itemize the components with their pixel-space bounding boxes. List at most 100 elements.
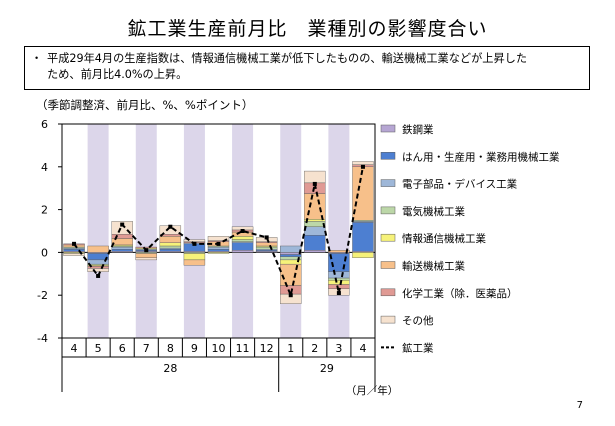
shaded-band-5 [87,124,109,338]
year-label: 29 [320,362,334,375]
legend-swatch [380,233,396,242]
bar-segment [87,245,109,253]
bar-segment [135,253,157,258]
bar-segment [352,222,374,252]
x-tick-label: 5 [95,342,102,355]
bar-segment [159,242,182,247]
y-tick-label: 2 [41,204,48,217]
x-tick-label: 3 [335,342,342,355]
bar-segment [159,245,182,249]
x-tick-label: 7 [143,342,150,355]
bar-segment [111,246,133,250]
units-note: （季節調整済、前月比、%、%ポイント） [36,98,254,112]
y-tick-label: 4 [41,161,48,174]
bar-segment [304,235,326,251]
legend-label: はん用・生産用・業務用機械工業 [402,150,560,163]
y-tick-label: 6 [41,118,48,131]
legend-swatch [380,152,396,160]
total-point [264,235,269,240]
x-tick-label: 10 [212,342,226,355]
bar-segment [159,248,182,252]
legend-label: 電子部品・デバイス工業 [402,178,518,191]
shaded-band-3 [328,124,350,338]
bar-segment [280,263,302,286]
bar-segment [207,252,230,254]
page-title: 鉱工業生産前月比 業種別の影響度合い [127,18,488,40]
x-tick-label: 4 [359,342,366,355]
total-point [360,164,365,169]
x-tick-label: 9 [191,342,198,355]
legend-swatch [380,261,396,269]
summary-line-1: 平成29年4月の生産指数は、情報通信機械工業が低下したものの、輸送機械工業などが… [47,52,528,65]
x-tick-label: 6 [119,342,126,355]
bar-segment [159,236,182,243]
legend-label: その他 [402,314,434,327]
bar-segment [207,248,230,252]
summary-line-2: ため、前月比4.0%の上昇。 [47,68,188,81]
bar-segment [231,236,254,240]
bar-segment [231,242,254,251]
bar-segment [304,226,326,236]
total-point [336,291,341,296]
total-point [120,222,125,227]
bar-segment [111,234,133,239]
bar-segment [352,161,374,165]
shaded-band-7 [135,124,157,338]
legend-swatch [380,206,396,215]
legend-swatch [380,315,396,324]
shaded-band-9 [183,124,205,338]
bar-segment [135,257,157,261]
legend-label: 化学工業（除．医薬品） [402,287,518,300]
plot-frame [61,123,376,339]
bar-segment [280,252,302,255]
x-tick-label: 12 [260,342,274,355]
legend-label: 電気機械工業 [402,205,465,218]
legend-label: 情報通信機械工業 [402,232,486,245]
bar-segment [63,248,85,252]
x-tick-label: 4 [71,342,78,355]
x-tick-label: 11 [236,342,250,355]
page-number: 7 [576,400,583,411]
bar-segment [328,280,350,285]
bar-segment [280,254,302,257]
legend-swatch [380,288,396,297]
bar-segment [255,242,278,247]
legend-swatch [380,179,396,187]
bar-segment [255,246,278,250]
x-tick-label: 2 [311,342,318,355]
summary-box: ・ 平成29年4月の生産指数は、情報通信機械工業が低下したものの、輸送機械工業な… [24,46,590,90]
bar-segment [328,250,350,253]
total-point [288,293,293,298]
total-point [168,224,173,229]
total-point [96,273,101,278]
bar-segment [87,268,109,272]
legend-label: 輸送機械工業 [402,260,465,273]
y-tick-label: -4 [37,332,48,345]
bar-segment [231,239,254,242]
shaded-band-1 [280,124,302,338]
bar-segment [207,236,230,241]
bar-segment [304,250,326,253]
y-tick-label: -2 [37,289,48,302]
bar-segment [135,246,157,249]
bar-segment [304,170,326,184]
bar-segment [328,271,350,279]
bar-segment [63,253,85,256]
bar-segment [328,277,350,281]
legend-label: 鉄鋼業 [402,123,434,136]
bar-segment [231,250,254,253]
x-tick-label: 1 [287,342,294,355]
bar-segment [183,253,206,261]
bar-segment [111,248,133,252]
bar-segment [207,246,230,250]
total-point [192,241,197,246]
bar-segment [183,239,206,242]
bar-segment [280,245,302,253]
bar-segment [352,166,374,221]
total-point [312,181,317,186]
total-point [72,241,77,246]
legend-swatch [380,124,396,133]
total-point [216,241,221,246]
bar-segment [183,259,206,266]
